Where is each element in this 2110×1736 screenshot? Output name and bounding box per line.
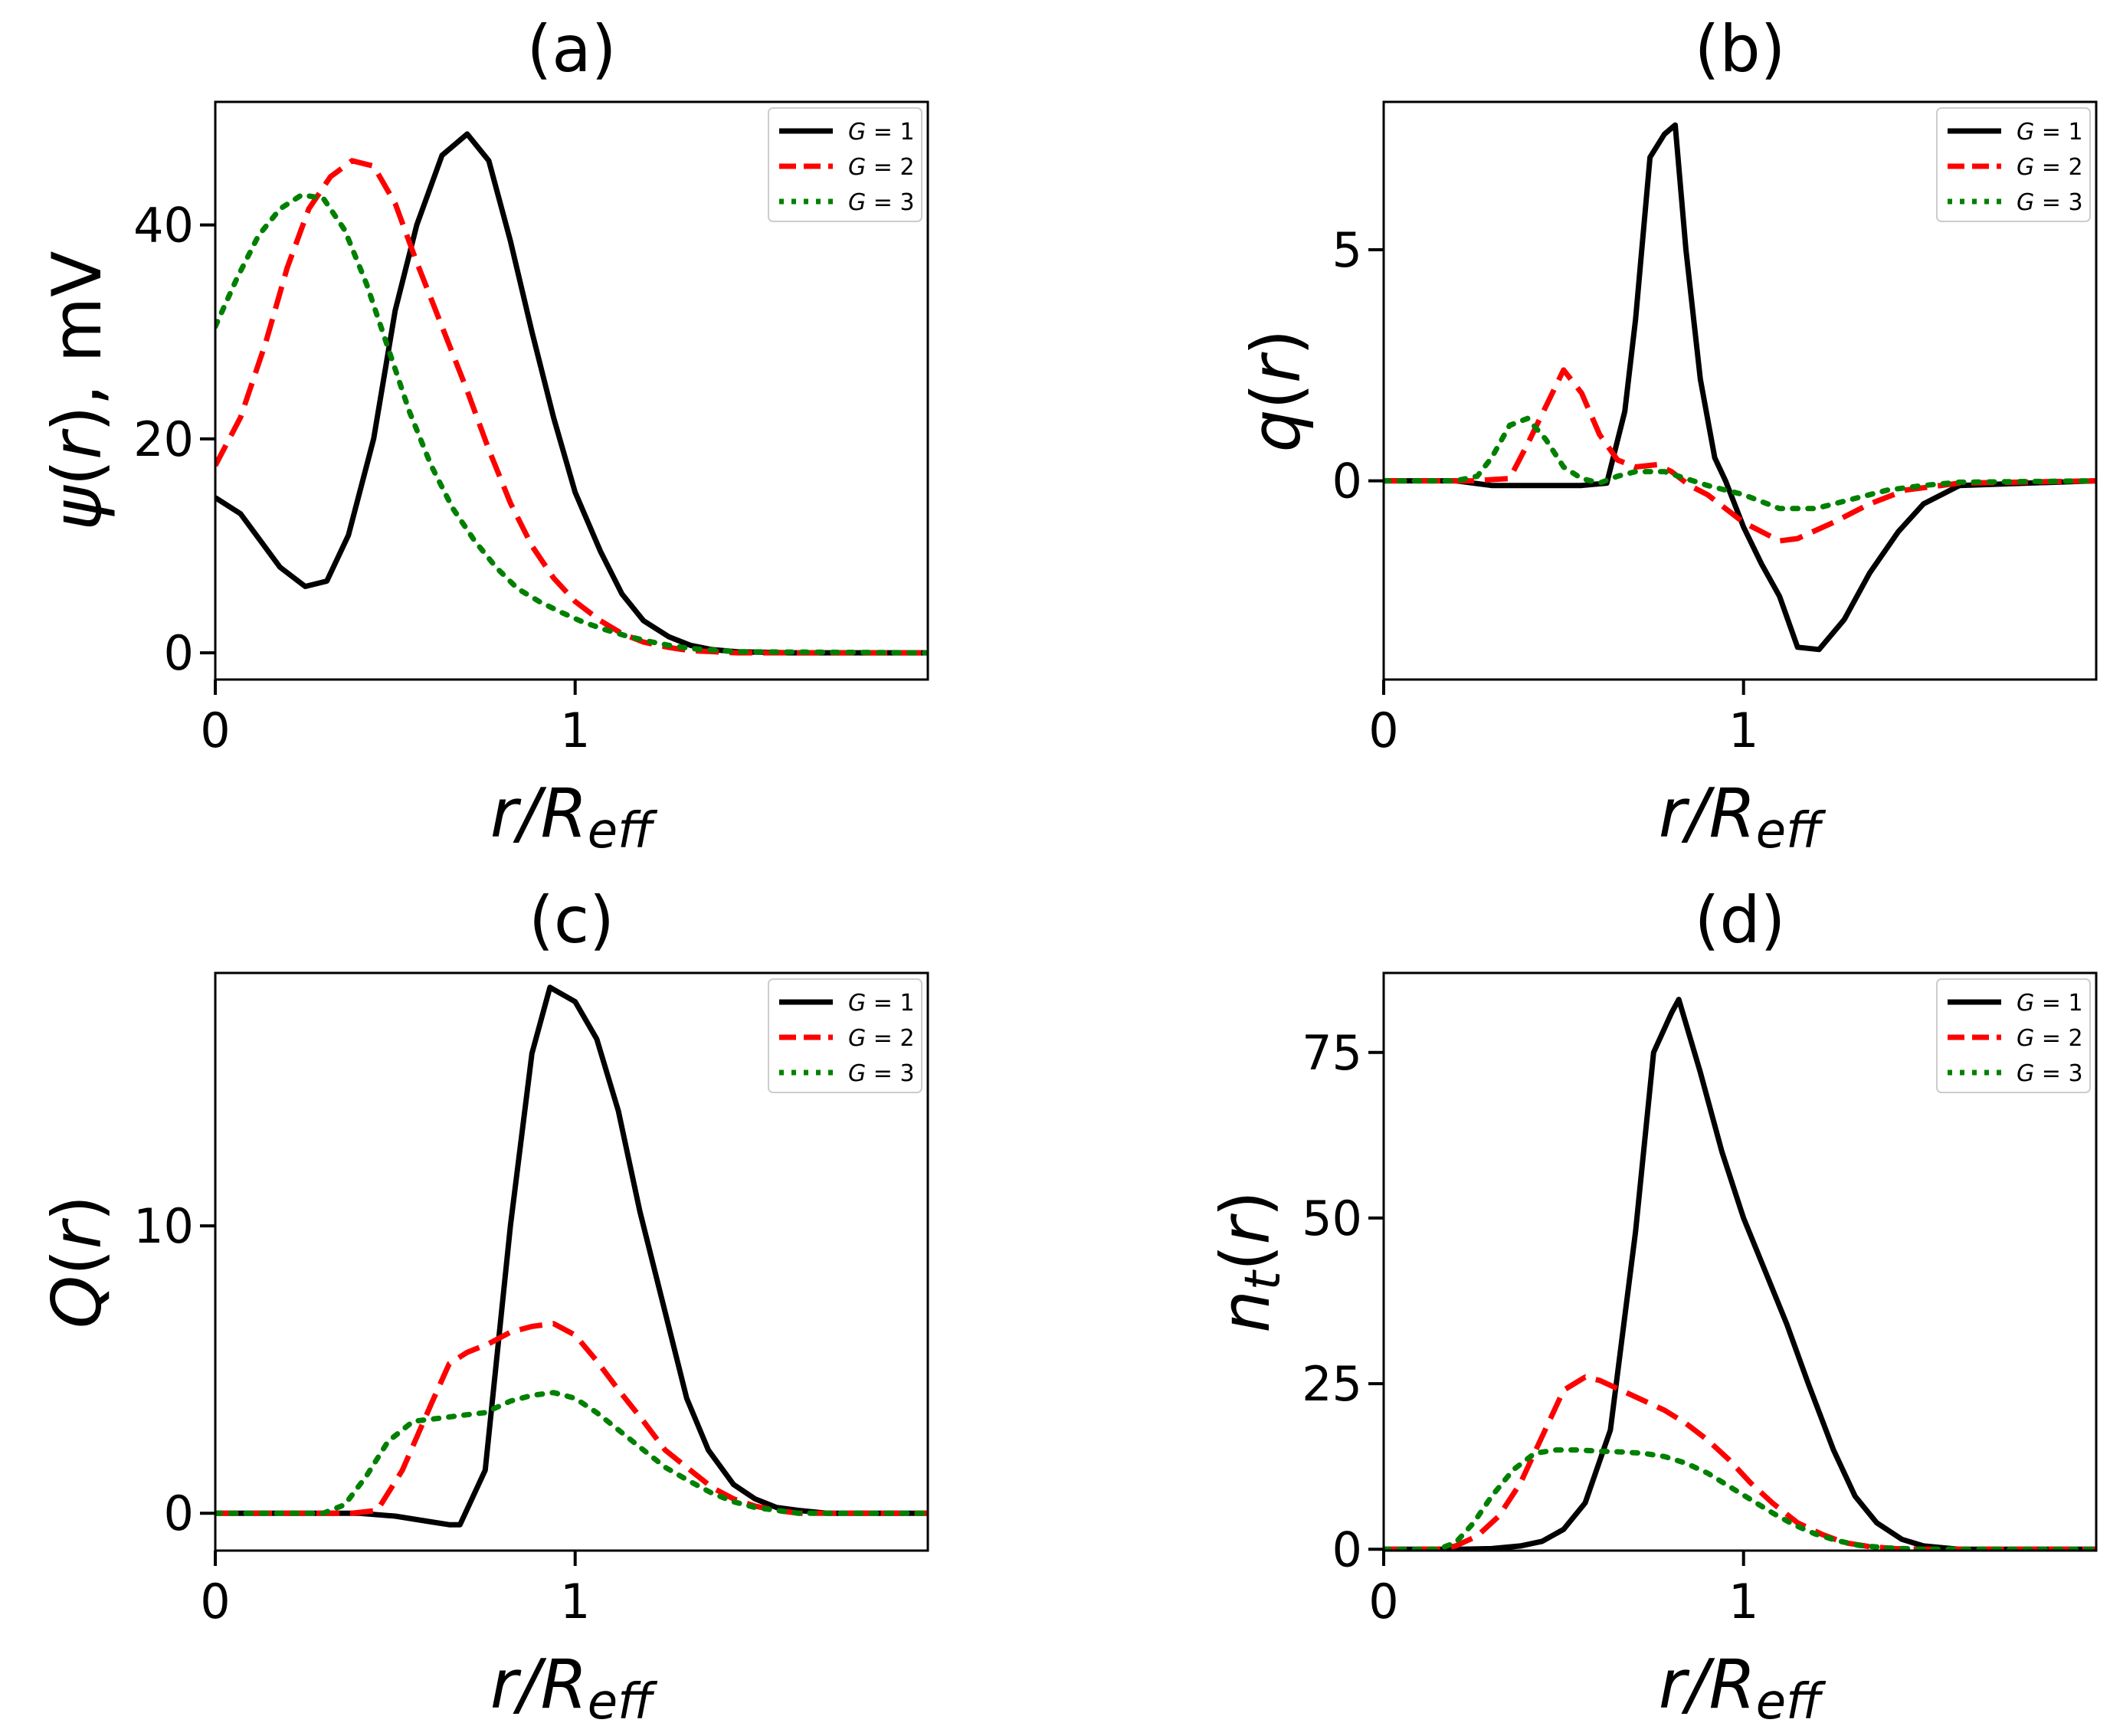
legend-label-g3: G = 3 — [2017, 189, 2083, 216]
series-line-g1 — [215, 131, 928, 656]
x-axis-label: r/Reff — [1659, 774, 1827, 860]
legend-box — [768, 978, 922, 1093]
legend: G = 1 G = 2 G = 3 — [1936, 978, 2091, 1093]
legend: G = 1 G = 2 G = 3 — [768, 107, 922, 222]
series-line-g2 — [1384, 1374, 2096, 1551]
series-line-g2 — [215, 1321, 928, 1516]
series-line-g3 — [1384, 415, 2096, 512]
y-tick-label: 0 — [164, 1485, 194, 1541]
legend-label-g1: G = 1 — [848, 990, 915, 1017]
y-axis-label: ψ(r), mV — [38, 251, 116, 531]
legend: G = 1 G = 2 G = 3 — [768, 978, 922, 1093]
x-tick-label: 1 — [1728, 1574, 1758, 1630]
axes-frame — [1382, 971, 2098, 1552]
y-tick-label: 50 — [1302, 1191, 1362, 1246]
y-tick-label: 20 — [133, 411, 194, 467]
panel-2: 0 1 0 5 (b) r/Reff q(r) G = 1 G = 2 G = 3 — [1237, 11, 2098, 860]
series-line-g3 — [215, 1390, 928, 1516]
x-tick-label: 0 — [1368, 703, 1398, 758]
legend: G = 1 G = 2 G = 3 — [1936, 107, 2091, 222]
y-tick-label: 0 — [164, 625, 194, 681]
legend-label-g2: G = 2 — [848, 154, 915, 181]
legend-box — [1936, 107, 2091, 222]
series-line-g1 — [1384, 122, 2096, 653]
y-axis-label: Q(r) — [38, 1195, 116, 1328]
axes-frame — [214, 971, 929, 1552]
y-tick-label: 0 — [1332, 454, 1362, 509]
series-line-g3 — [215, 192, 928, 656]
series-line-g1 — [215, 984, 928, 1528]
panel-title: (a) — [526, 11, 616, 87]
axes-frame — [1382, 100, 2098, 681]
legend-label-g3: G = 3 — [848, 1060, 915, 1087]
x-tick-label: 1 — [560, 1574, 590, 1630]
legend-label-g2: G = 2 — [848, 1025, 915, 1052]
x-axis-label: r/Reff — [490, 774, 658, 860]
x-tick-label: 1 — [560, 703, 590, 758]
x-axis-label: r/Reff — [1659, 1645, 1827, 1731]
legend-box — [768, 107, 922, 222]
y-tick-label: 0 — [1332, 1521, 1362, 1577]
y-axis-label: q(r) — [1237, 329, 1315, 453]
axes-frame — [214, 100, 929, 681]
legend-box — [1936, 978, 2091, 1093]
panel-4: 0 1 0 25 50 75 (d) r/Reff nt(r) G = 1 G = 2 G = 3 — [1206, 883, 2098, 1731]
y-tick-label: 5 — [1332, 222, 1362, 278]
y-tick-label: 10 — [133, 1198, 194, 1254]
legend-label-g2: G = 2 — [2017, 154, 2083, 181]
x-tick-label: 0 — [1368, 1574, 1398, 1630]
legend-label-g2: G = 2 — [2017, 1025, 2083, 1052]
legend-label-g1: G = 1 — [848, 119, 915, 146]
y-axis-label: nt(r) — [1206, 1191, 1292, 1333]
legend-label-g1: G = 1 — [2017, 119, 2083, 146]
y-tick-label: 75 — [1302, 1025, 1362, 1081]
panel-title: (c) — [529, 883, 614, 958]
x-tick-label: 1 — [1728, 703, 1758, 758]
series-line-g3 — [1384, 1447, 2096, 1551]
legend-label-g3: G = 3 — [2017, 1060, 2083, 1087]
x-tick-label: 0 — [200, 1574, 230, 1630]
panel-title: (d) — [1695, 883, 1786, 958]
y-tick-label: 25 — [1302, 1356, 1362, 1412]
series-line-g2 — [215, 158, 928, 656]
legend-label-g3: G = 3 — [848, 189, 915, 216]
series-line-g1 — [1384, 997, 2096, 1551]
x-axis-label: r/Reff — [490, 1645, 658, 1731]
y-tick-label: 40 — [133, 198, 194, 254]
legend-label-g1: G = 1 — [2017, 990, 2083, 1017]
x-tick-label: 0 — [200, 703, 230, 758]
panel-title: (b) — [1695, 11, 1786, 87]
